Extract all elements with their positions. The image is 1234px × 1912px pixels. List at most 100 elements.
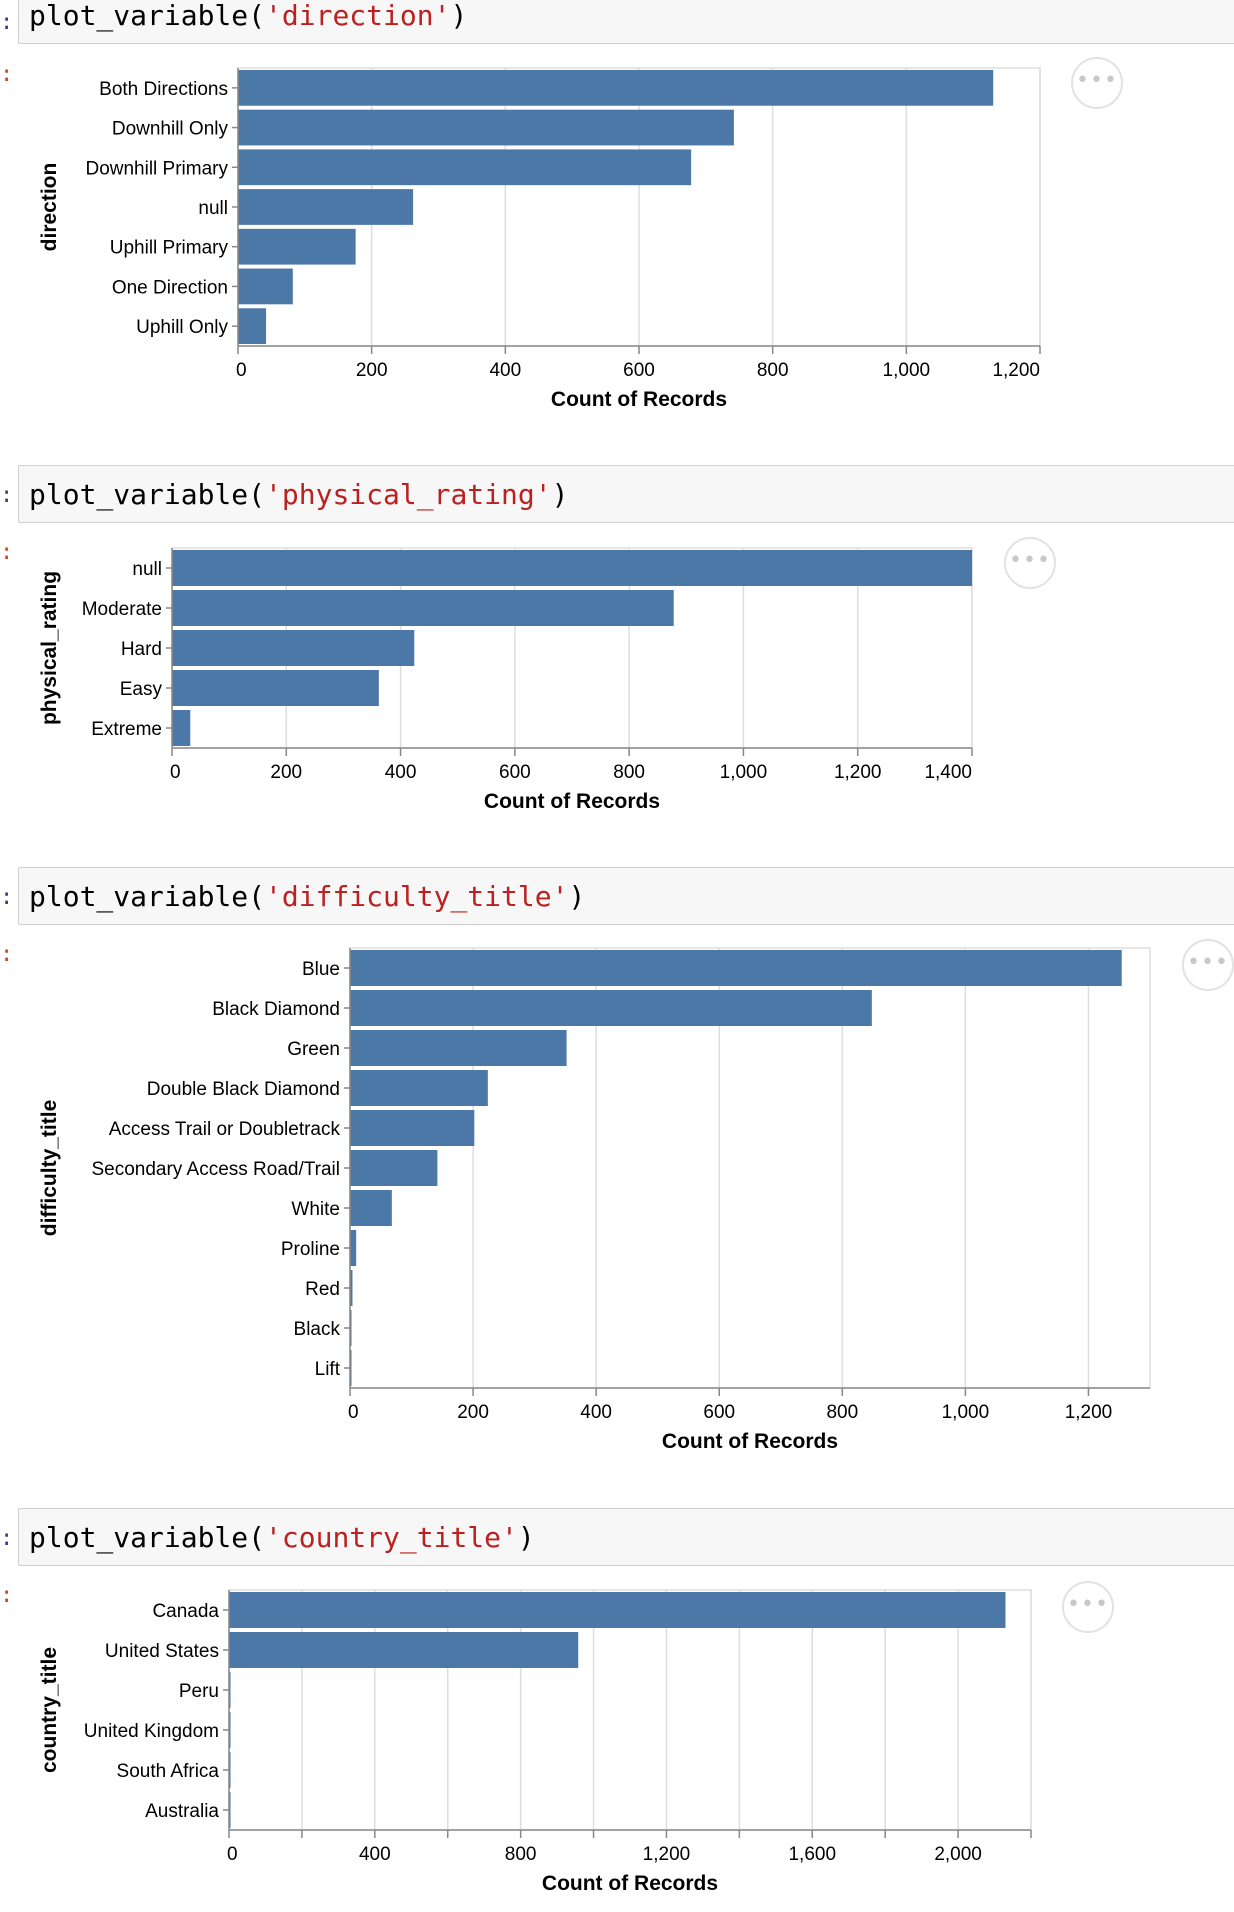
x-tick-label: 800 [613, 762, 645, 783]
y-tick-label: South Africa [117, 1761, 220, 1782]
x-tick-label: 1,000 [942, 1402, 990, 1423]
bar-null [172, 550, 972, 586]
bar-red [350, 1270, 353, 1306]
y-tick-label: Moderate [82, 599, 162, 620]
bar-moderate [172, 590, 674, 626]
x-tick-label: 2,000 [934, 1844, 982, 1865]
y-tick-label: Lift [315, 1359, 341, 1380]
y-tick-label: Black [294, 1319, 341, 1340]
x-tick-label: 1,400 [924, 762, 972, 783]
y-tick-label: Extreme [91, 719, 162, 740]
x-axis-title: Count of Records [551, 388, 727, 411]
bar-double-black-diamond [350, 1070, 488, 1106]
y-tick-label: null [198, 198, 228, 219]
y-tick-label: United Kingdom [84, 1721, 219, 1742]
code-close: ) [551, 478, 569, 511]
y-tick-label: Black Diamond [212, 999, 340, 1020]
bar-proline [350, 1230, 357, 1266]
input-prompt: : [0, 1526, 14, 1551]
x-tick-label: 1,600 [788, 1844, 836, 1865]
y-tick-label: Secondary Access Road/Trail [91, 1159, 340, 1180]
x-tick-label: 200 [270, 762, 302, 783]
x-tick-label: 1,000 [720, 762, 768, 783]
x-axis-title: Count of Records [662, 1430, 838, 1453]
bar-downhill-only [238, 109, 734, 146]
code-close: ) [450, 0, 468, 32]
output-prompt: : [0, 540, 14, 565]
input-prompt: : [0, 10, 14, 35]
x-axis-title: Count of Records [542, 1872, 718, 1895]
chart-actions-button[interactable]: ••• [1062, 1581, 1114, 1633]
code-close: ) [568, 880, 586, 913]
y-tick-label: Blue [302, 959, 340, 980]
code-input[interactable]: plot_variable('physical_rating') [18, 465, 1234, 523]
chart-actions-button[interactable]: ••• [1182, 939, 1234, 991]
code-func: plot_variable( [29, 0, 266, 32]
y-tick-label: White [291, 1199, 340, 1220]
bar-both-directions [238, 69, 994, 106]
x-tick-label: 600 [623, 360, 655, 381]
bar-green [350, 1030, 567, 1066]
bar-canada [229, 1592, 1006, 1628]
x-tick-label: 0 [227, 1844, 238, 1865]
chart-actions-button[interactable]: ••• [1004, 537, 1056, 589]
x-axis-title: Count of Records [484, 790, 660, 813]
bar-one-direction [238, 268, 293, 305]
y-tick-label: Red [305, 1279, 340, 1300]
code-func: plot_variable( [29, 1521, 266, 1554]
x-tick-label: 800 [757, 360, 789, 381]
code-close: ) [517, 1521, 535, 1554]
output-prompt: : [0, 62, 14, 87]
y-axis-title: country_title [38, 1647, 61, 1773]
y-tick-label: Double Black Diamond [147, 1079, 340, 1100]
y-tick-label: Downhill Primary [85, 158, 228, 179]
code-arg: 'physical_rating' [265, 478, 552, 511]
code-func: plot_variable( [29, 880, 266, 913]
bar-uphill-primary [238, 228, 356, 265]
x-tick-label: 600 [499, 762, 531, 783]
more-horizontal-icon: ••• [1076, 68, 1118, 93]
y-tick-label: United States [105, 1641, 219, 1662]
bar-extreme [172, 710, 191, 746]
x-tick-label: 400 [385, 762, 417, 783]
code-input[interactable]: plot_variable('difficulty_title') [18, 867, 1234, 925]
code-input[interactable]: plot_variable('country_title') [18, 1508, 1234, 1566]
code-func: plot_variable( [29, 478, 266, 511]
code-arg: 'direction' [265, 0, 451, 32]
x-tick-label: 0 [236, 360, 247, 381]
more-horizontal-icon: ••• [1187, 950, 1229, 975]
y-tick-label: Uphill Only [136, 317, 228, 338]
x-tick-label: 400 [580, 1402, 612, 1423]
y-tick-label: Canada [152, 1601, 219, 1622]
bar-null [238, 189, 414, 225]
y-tick-label: Both Directions [99, 79, 228, 100]
x-tick-label: 0 [170, 762, 181, 783]
bar-access-trail-or-doubletrack [350, 1110, 475, 1146]
y-axis-title: physical_rating [38, 571, 61, 725]
chart-actions-button[interactable]: ••• [1071, 57, 1123, 109]
x-tick-label: 200 [356, 360, 388, 381]
input-prompt: : [0, 885, 14, 910]
bar-secondary-access-road-trail [350, 1150, 438, 1186]
y-tick-label: Access Trail or Doubletrack [109, 1119, 341, 1140]
y-tick-label: Green [287, 1039, 340, 1060]
y-tick-label: Uphill Primary [110, 238, 229, 259]
x-tick-label: 400 [489, 360, 521, 381]
x-tick-label: 800 [826, 1402, 858, 1423]
chart-country-title: Canada United States Peru United Kingdom Sou… [38, 1589, 1032, 1895]
y-tick-label: Downhill Only [112, 119, 229, 140]
x-tick-label: 800 [505, 1844, 537, 1865]
y-tick-label: Peru [179, 1681, 219, 1702]
y-axis-title: direction [38, 163, 61, 252]
bar-blue [350, 950, 1122, 986]
bar-downhill-primary [238, 149, 692, 186]
bar-easy [172, 670, 379, 706]
more-horizontal-icon: ••• [1009, 548, 1051, 573]
chart-direction: Both Directions Downhill Only Downhill Pri… [38, 67, 1041, 411]
x-tick-label: 1,000 [883, 360, 931, 381]
input-prompt: : [0, 483, 14, 508]
code-input[interactable]: plot_variable('direction') [18, 0, 1234, 44]
output-prompt: : [0, 942, 14, 967]
x-tick-label: 400 [359, 1844, 391, 1865]
bar-united-states [229, 1632, 579, 1668]
